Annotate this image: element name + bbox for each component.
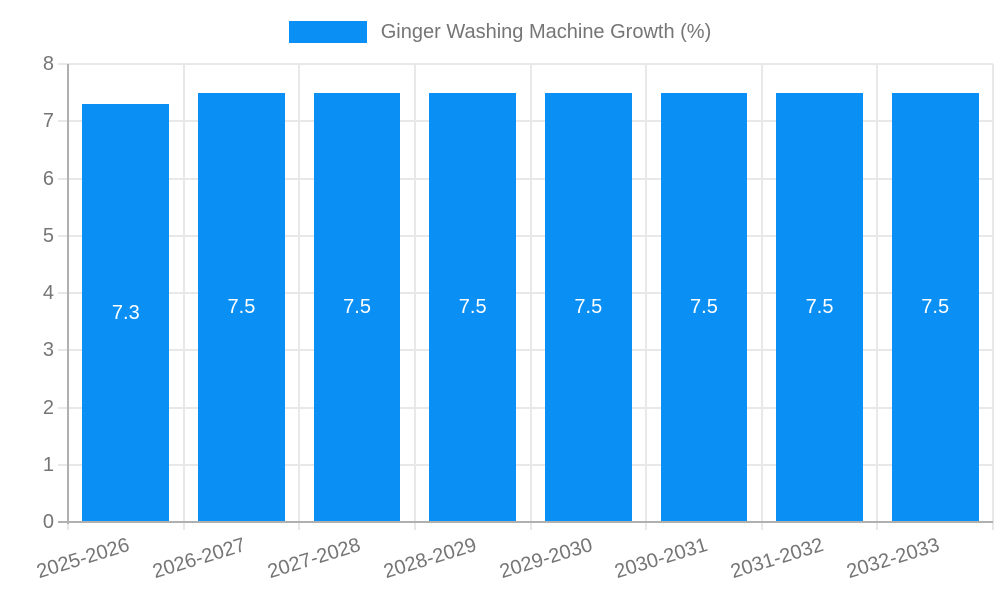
bar-value-label: 7.5 [921, 295, 950, 318]
y-tick-label: 2 [42, 396, 54, 419]
x-axis-tick [67, 522, 69, 530]
y-axis-tick [58, 349, 68, 352]
gridline-vertical [992, 64, 994, 522]
legend-label: Ginger Washing Machine Growth (%) [380, 20, 712, 43]
gridline-vertical [645, 64, 648, 522]
bar-2032-2033[interactable]: 7.5 [891, 92, 979, 522]
gridline-vertical [182, 64, 185, 522]
x-axis-tick [876, 522, 879, 530]
y-axis-line [67, 64, 69, 524]
gridline-vertical [413, 64, 416, 522]
x-axis-tick [529, 522, 532, 530]
x-tick-label: 2028-2029 [381, 534, 480, 584]
y-axis-tick [58, 234, 68, 237]
gridline-vertical [298, 64, 301, 522]
y-tick-label: 1 [42, 453, 54, 476]
bar-2027-2028[interactable]: 7.5 [313, 92, 401, 522]
y-tick-label: 4 [42, 282, 54, 304]
bar-2030-2031[interactable]: 7.5 [660, 92, 748, 522]
bar-2028-2029[interactable]: 7.5 [429, 92, 517, 522]
bar-value-label: 7.5 [690, 295, 718, 318]
gridline-vertical [529, 64, 532, 522]
x-tick-label: 2030-2031 [612, 534, 711, 584]
y-axis-tick [58, 463, 68, 466]
y-tick-label: 8 [42, 53, 54, 75]
bar-value-label: 7.5 [458, 295, 487, 318]
x-tick-label: 2025-2026 [34, 534, 133, 584]
x-axis-tick [413, 522, 416, 530]
x-axis-tick [760, 522, 763, 530]
gridline-vertical [876, 64, 879, 522]
bar-2026-2027[interactable]: 7.5 [198, 92, 285, 522]
y-tick-label: 7 [42, 110, 54, 133]
y-axis-tick [58, 63, 68, 65]
bar-value-label: 7.3 [111, 301, 140, 324]
gridline-vertical [760, 64, 763, 522]
bar-value-label: 7.5 [805, 295, 834, 318]
x-tick-label: 2031-2032 [728, 534, 826, 584]
bar-value-label: 7.5 [343, 295, 371, 318]
bar-2031-2032[interactable]: 7.5 [776, 92, 863, 522]
x-tick-label: 2026-2027 [149, 534, 248, 584]
bar-2025-2026[interactable]: 7.3 [82, 104, 170, 522]
x-axis-tick [992, 522, 994, 530]
bar-value-label: 7.5 [227, 295, 256, 318]
x-axis-tick [182, 522, 185, 530]
x-tick-label: 2029-2030 [496, 534, 595, 584]
x-tick-label: 2032-2033 [843, 534, 942, 584]
bar-2029-2030[interactable]: 7.5 [544, 92, 632, 522]
y-axis-tick [58, 120, 68, 123]
y-axis-tick [58, 292, 68, 294]
y-tick-label: 5 [42, 224, 54, 247]
x-axis-tick [298, 522, 301, 530]
x-axis-tick [645, 522, 648, 530]
legend-swatch-icon [288, 21, 367, 43]
x-axis-line [58, 521, 993, 523]
y-tick-label: 3 [42, 339, 54, 362]
legend[interactable]: Ginger Washing Machine Growth (%) [0, 14, 1000, 50]
y-axis-tick [58, 177, 68, 180]
x-tick-label: 2027-2028 [265, 534, 364, 584]
bar-value-label: 7.5 [574, 295, 603, 318]
y-tick-label: 0 [42, 511, 54, 533]
y-axis-tick [58, 406, 68, 409]
y-tick-label: 6 [42, 167, 54, 190]
